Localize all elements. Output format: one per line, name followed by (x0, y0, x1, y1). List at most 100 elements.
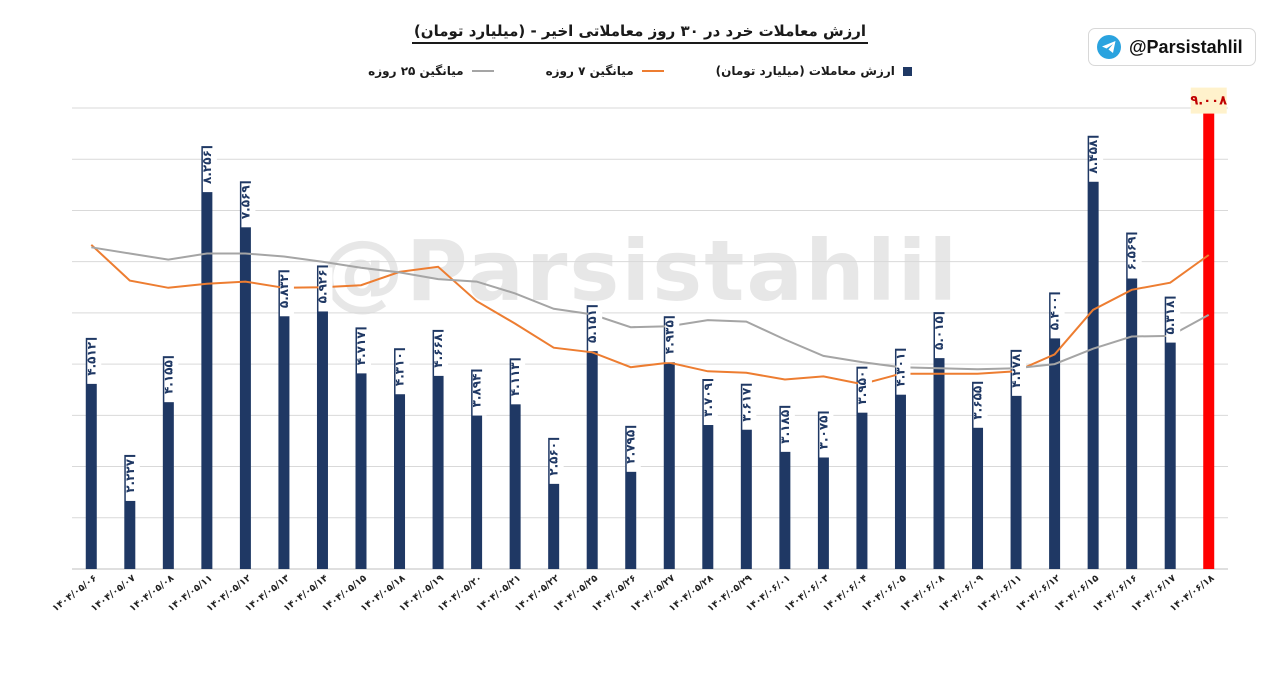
data-label-bg (318, 267, 333, 312)
data-label-bg (896, 350, 911, 395)
legend-swatch-ma25 (471, 70, 494, 72)
bar (1203, 107, 1215, 570)
chart-title: ارزش معاملات خرد در ۳۰ روز معاملاتی اخیر… (0, 22, 1280, 44)
data-label-bg (588, 307, 603, 352)
bar (663, 316, 675, 569)
data-label: ۵.۹۲۶ (315, 269, 329, 303)
data-label: ۷.۵۶۹ (238, 185, 252, 220)
telegram-badge[interactable]: @Parsistahlil (1088, 28, 1256, 66)
bar (432, 329, 444, 569)
legend-swatch-ma7 (641, 70, 664, 72)
data-label-bg (549, 439, 564, 484)
legend-label-ma7: میانگین ۷ روزه (545, 64, 634, 78)
data-label: ۲.۵۶۰ (547, 442, 561, 476)
data-label: ۳.۶۱۷ (739, 387, 753, 422)
bar (1087, 135, 1099, 569)
legend-label-bars: ارزش معاملات (میلیارد تومان) (715, 64, 895, 78)
bar (972, 381, 984, 569)
data-label-bg (87, 339, 102, 384)
bar (740, 383, 752, 569)
data-label-bg (241, 183, 256, 228)
data-label-bg (1190, 87, 1227, 114)
data-label-bg (1050, 294, 1065, 339)
data-label-bg (703, 381, 718, 426)
data-label: ۳.۰۷۵ (816, 415, 830, 449)
bar (548, 437, 560, 569)
line-ma7 (90, 244, 1210, 386)
data-label: ۴.۱۱۳ (508, 362, 522, 397)
data-label-bg (819, 413, 834, 458)
data-label: ۴.۱۵۵ (161, 360, 175, 394)
bar (394, 348, 406, 569)
data-label-bg (511, 360, 526, 405)
chart-title-text: ارزش معاملات خرد در ۳۰ روز معاملاتی اخیر… (411, 22, 869, 44)
data-label: ۵.۸۳۲ (277, 274, 291, 309)
bar (625, 425, 637, 569)
data-label-bg (1127, 234, 1142, 279)
data-label: ۵.۱۵۱ (585, 309, 599, 343)
bar (1164, 296, 1176, 569)
data-label: ۴.۷۱۷ (354, 331, 368, 366)
data-label: ۳.۱۸۵ (778, 410, 792, 444)
data-label-bg (357, 329, 371, 374)
bar (85, 337, 97, 569)
data-label: ۴.۶۶۸ (431, 333, 445, 368)
legend-swatch-bars (902, 66, 912, 76)
telegram-icon (1097, 35, 1121, 59)
legend-item-bars: ارزش معاملات (میلیارد تومان) (716, 64, 912, 78)
bar (586, 305, 598, 569)
data-label-bg (780, 407, 795, 452)
data-label-bg (279, 272, 294, 317)
data-label: ۵.۴۰۰ (1048, 296, 1062, 330)
data-label-bg (434, 331, 449, 376)
bar (856, 366, 868, 569)
data-label: ۶.۵۶۹ (1125, 236, 1139, 271)
bar (894, 348, 906, 569)
bar (316, 265, 328, 569)
bar (162, 356, 174, 569)
bar (779, 405, 791, 569)
bar (355, 327, 367, 569)
legend-item-ma25: میانگین ۲۵ روزه (368, 64, 494, 78)
bar (509, 358, 521, 569)
data-label-bg (395, 350, 410, 395)
data-label-bg (1012, 351, 1027, 396)
data-label: ۸.۲۵۶ (200, 150, 214, 184)
data-label: ۳.۹۵۰ (855, 371, 869, 405)
bar (239, 181, 251, 569)
legend-label-ma25: میانگین ۲۵ روزه (368, 64, 464, 78)
bar (124, 454, 136, 569)
data-label: ۸.۴۵۸ (1086, 139, 1100, 174)
data-label-bg (973, 383, 988, 428)
bar (702, 379, 714, 569)
bar (1049, 292, 1061, 569)
data-label-bg (935, 314, 949, 359)
data-label: ۲.۷۹۵ (624, 430, 638, 464)
data-label-bg (164, 358, 179, 403)
data-label-bg (626, 427, 641, 472)
bar (817, 411, 829, 569)
data-label: ۴.۵۱۲ (84, 341, 98, 376)
legend-item-ma7: میانگین ۷ روزه (546, 64, 664, 78)
data-label-bg (472, 371, 487, 416)
legend: ارزش معاملات (میلیارد تومان) میانگین ۷ ر… (0, 64, 1280, 78)
bar (278, 270, 290, 569)
data-label: ۲.۲۲۷ (123, 458, 137, 493)
data-label-bg (742, 385, 757, 430)
bar (1010, 349, 1022, 569)
bar (201, 146, 213, 570)
data-label: ۵.۳۱۸ (1163, 300, 1177, 335)
data-label: ۴.۳۰۱ (893, 353, 907, 387)
telegram-handle: @Parsistahlil (1129, 36, 1243, 57)
bar (1126, 232, 1138, 569)
watermark: @Parsistahlil (320, 222, 960, 320)
data-label-bg (1166, 298, 1181, 343)
data-label: ۳.۶۵۵ (971, 386, 985, 420)
data-label: ۳.۷۰۹ (701, 382, 715, 417)
data-label-bg (125, 456, 140, 501)
data-label-bg (1089, 137, 1104, 182)
data-label: ۳.۸۹۴ (470, 374, 484, 408)
line-ma25 (91, 246, 1210, 371)
data-label: ۵.۰۱۵ (932, 316, 946, 350)
